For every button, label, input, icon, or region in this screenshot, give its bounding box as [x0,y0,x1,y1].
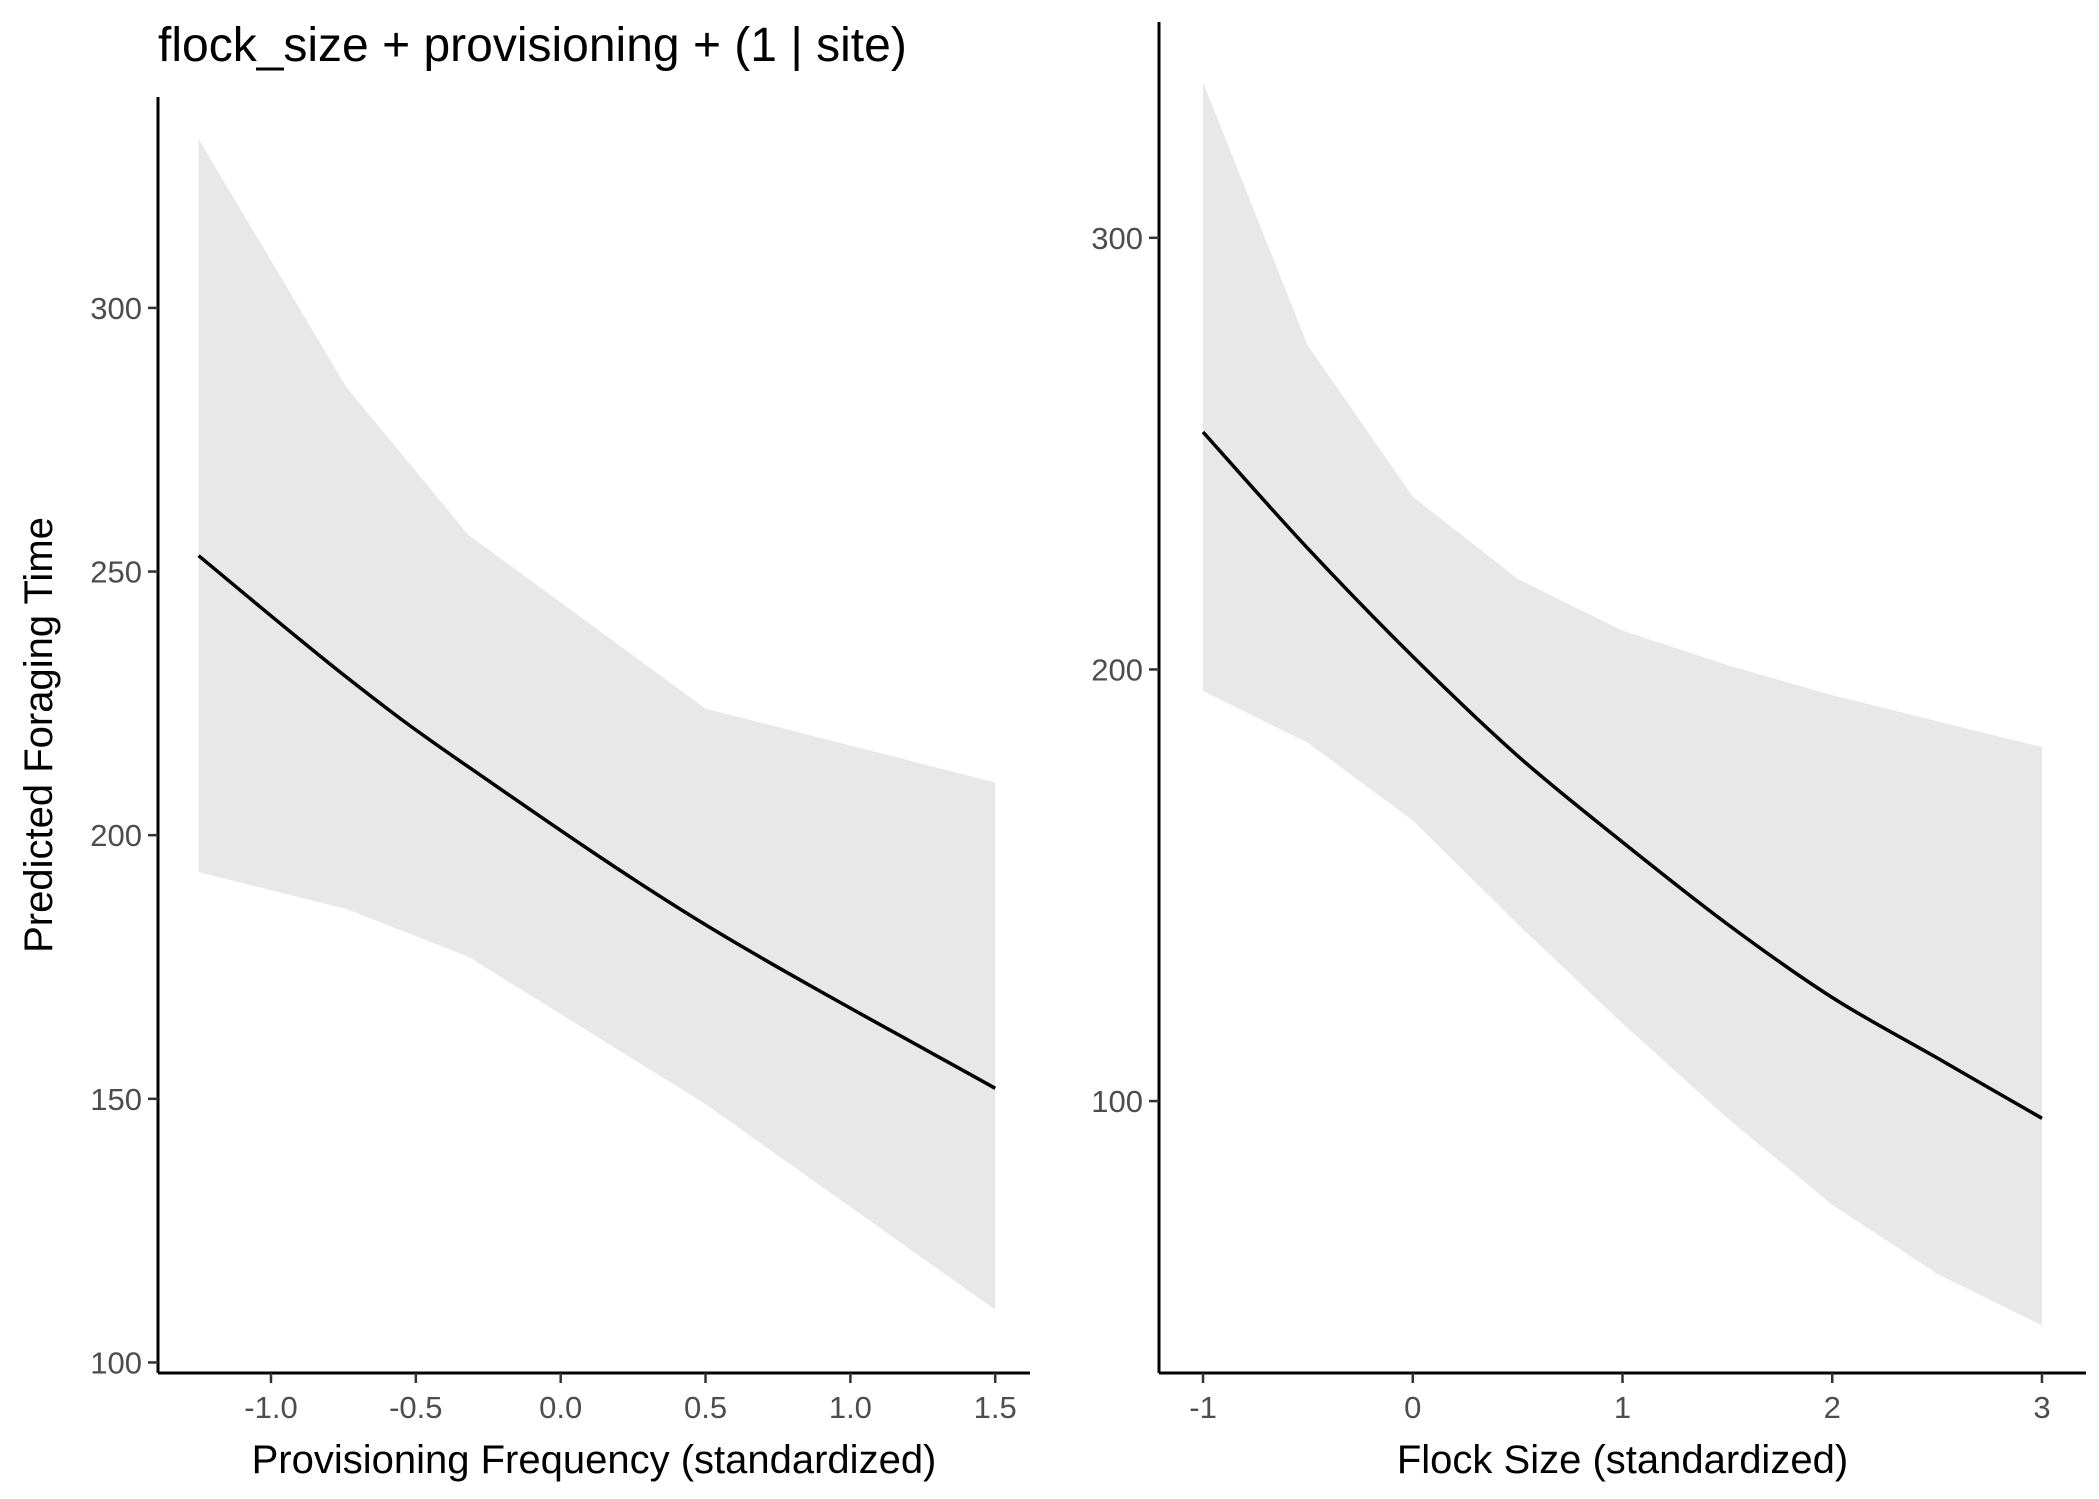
flock-size-y-tick-label: 200 [1091,652,1143,687]
provisioning-y-tick-label: 100 [90,1345,142,1380]
flock-size-y-tick-label: 100 [1091,1084,1143,1119]
provisioning-x-tick-label: -1.0 [244,1390,297,1425]
chart-title: flock_size + provisioning + (1 | site) [158,19,907,72]
provisioning-y-tick-label: 300 [90,291,142,326]
flock-size-x-tick-label: -1 [1189,1390,1217,1425]
provisioning-x-tick-label: 0.0 [539,1390,582,1425]
provisioning-x-tick-label: 0.5 [684,1390,727,1425]
provisioning-x-axis-title: Provisioning Frequency (standardized) [252,1438,937,1482]
provisioning-y-tick-label: 150 [90,1082,142,1117]
provisioning-y-axis-title: Predicted Foraging Time [17,517,61,953]
provisioning-confidence-ribbon [198,139,996,1310]
panel-provisioning: 100 150 200 250 300 -1.0 -0.5 0.0 0.5 1.0 1.5 Provi… [17,97,1030,1482]
flock-size-y-tick-label: 300 [1091,221,1143,256]
panel-flock-size: 100 200 300 -1 0 1 2 3 Flock Size (standardized) [1091,22,2086,1482]
flock-size-x-tick-label: 0 [1404,1390,1421,1425]
flock-size-x-tick-label: 3 [2033,1390,2050,1425]
provisioning-x-tick-label: 1.0 [829,1390,872,1425]
provisioning-y-tick-label: 200 [90,818,142,853]
flock-size-fit-line [1201,430,2043,1120]
provisioning-y-tick-label: 250 [90,555,142,590]
flock-size-x-tick-label: 2 [1824,1390,1841,1425]
provisioning-x-tick-label: 1.5 [974,1390,1017,1425]
provisioning-x-tick-label: -0.5 [389,1390,442,1425]
flock-size-confidence-ribbon [1203,82,2042,1326]
flock-size-x-axis-title: Flock Size (standardized) [1397,1438,1848,1482]
provisioning-fit-line [197,554,997,1090]
flock-size-x-tick-label: 1 [1614,1390,1631,1425]
